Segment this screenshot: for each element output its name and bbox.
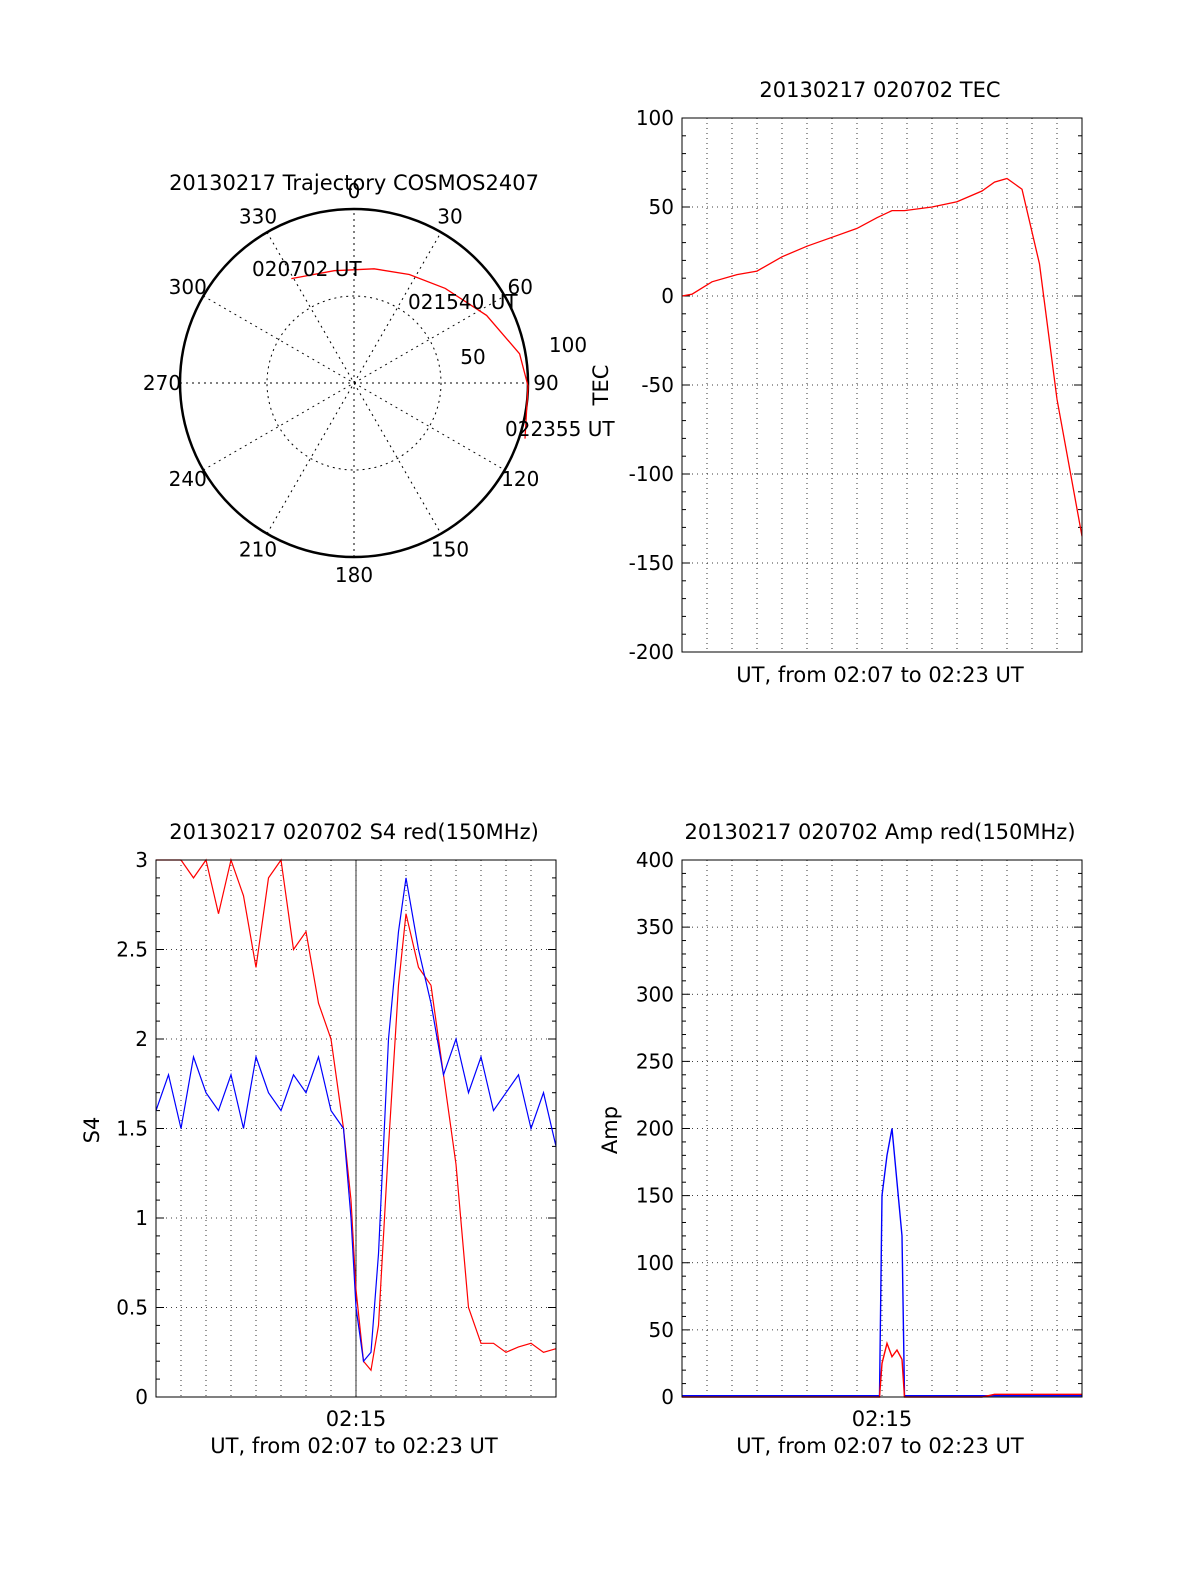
s4-ylabel: S4 [80,1117,104,1144]
polar-spoke [266,232,442,534]
amp-blue-series [682,1128,1082,1397]
tec-ylabel: TEC [589,365,613,407]
tec-panel: 20130217 020702 TEC 100 50 0 -50 -100 -150 -20… [589,78,1083,687]
s4-panel: 20130217 020702 S4 red(150MHz) 3 2.5 2 1.5 1… [80,820,557,1458]
tec-ytick-label: -50 [641,373,674,397]
s4-grid [156,859,556,1398]
s4-title: 20130217 020702 S4 red(150MHz) [169,820,539,844]
s4-ytick-label: 1 [135,1206,148,1230]
amp-y-tick-labels: 400 350 300 250 200 150 100 50 0 [636,848,674,1409]
amp-ytick-label: 250 [636,1049,674,1073]
s4-ytick-label: 0 [135,1385,148,1409]
polar-panel: 20130217 Trajectory COSMOS2407 0 30 60 90 12… [143,171,615,587]
s4-ytick-label: 2.5 [116,938,148,962]
tec-title: 20130217 020702 TEC [759,78,1000,102]
polar-angle-label: 300 [169,275,207,299]
amp-panel: 20130217 020702 Amp red(150MHz) 400 350 30… [598,820,1083,1458]
trajectory-line [291,268,529,439]
s4-ytick-label: 2 [135,1027,148,1051]
amp-ylabel: Amp [598,1106,622,1154]
tec-ytick-label: 50 [649,195,674,219]
polar-angle-label: 30 [437,205,462,229]
s4-ytick-label: 0.5 [116,1296,148,1320]
polar-title: 20130217 Trajectory COSMOS2407 [169,171,539,195]
amp-ytick-label: 400 [636,848,674,872]
s4-ytick-label: 3 [135,848,148,872]
amp-xlabel: UT, from 02:07 to 02:23 UT [736,1434,1024,1458]
polar-grid [178,207,530,559]
amp-xtick: 02:15 [852,1407,913,1431]
s4-xtick: 02:15 [326,1407,387,1431]
s4-red-series [156,857,557,1372]
s4-blue-series [155,877,557,1363]
polar-angle-label: 180 [335,563,373,587]
tec-ytick-label: -200 [629,640,674,664]
amp-ytick-label: 150 [636,1184,674,1208]
tec-ytick-label: -100 [629,462,674,486]
polar-radial-label: 50 [460,345,485,369]
polar-inner-circle [266,295,442,471]
amp-grid [682,859,1082,1398]
polar-angle-label: 330 [239,205,277,229]
tec-ytick-label: 0 [661,284,674,308]
polar-angle-label: 0 [348,179,361,203]
tec-xlabel: UT, from 02:07 to 02:23 UT [736,663,1024,687]
tec-plot-frame [681,117,1083,653]
annotation-end: 022355 UT [505,417,615,441]
polar-angle-label: 120 [501,467,539,491]
amp-plot-frame [681,859,1083,1398]
tec-y-tick-labels: 100 50 0 -50 -100 -150 -200 [629,106,674,664]
amp-ytick-label: 300 [636,982,674,1006]
tec-series-line [681,177,1083,537]
s4-ytick-label: 1.5 [116,1117,148,1141]
tec-ytick-label: 100 [636,106,674,130]
polar-radial-labels: 50 100 [460,333,587,369]
polar-angle-label: 90 [533,371,558,395]
amp-ytick-label: 200 [636,1117,674,1141]
amp-ytick-label: 50 [649,1318,674,1342]
polar-angle-label: 210 [239,537,277,561]
amp-ytick-label: 100 [636,1251,674,1275]
polar-angle-label: 270 [143,371,181,395]
amp-ytick-label: 0 [661,1385,674,1409]
s4-plot-frame [155,859,557,1398]
annotation-mid: 021540 UT [408,290,518,314]
polar-angle-label: 150 [431,537,469,561]
polar-radial-label: 100 [549,333,587,357]
amp-title: 20130217 020702 Amp red(150MHz) [684,820,1075,844]
polar-angle-label: 60 [508,275,533,299]
s4-y-tick-labels: 3 2.5 2 1.5 1 0.5 0 [116,848,148,1409]
amp-red-series [682,1340,1082,1398]
s4-xlabel: UT, from 02:07 to 02:23 UT [210,1434,498,1458]
amp-ytick-label: 350 [636,915,674,939]
annotation-start: 020702 UT [252,257,362,281]
tec-grid [682,117,1082,653]
polar-angle-label: 240 [169,467,207,491]
tec-ytick-label: -150 [629,551,674,575]
polar-angle-labels: 0 30 60 90 120 150 180 210 240 270 300 330 [143,179,559,587]
